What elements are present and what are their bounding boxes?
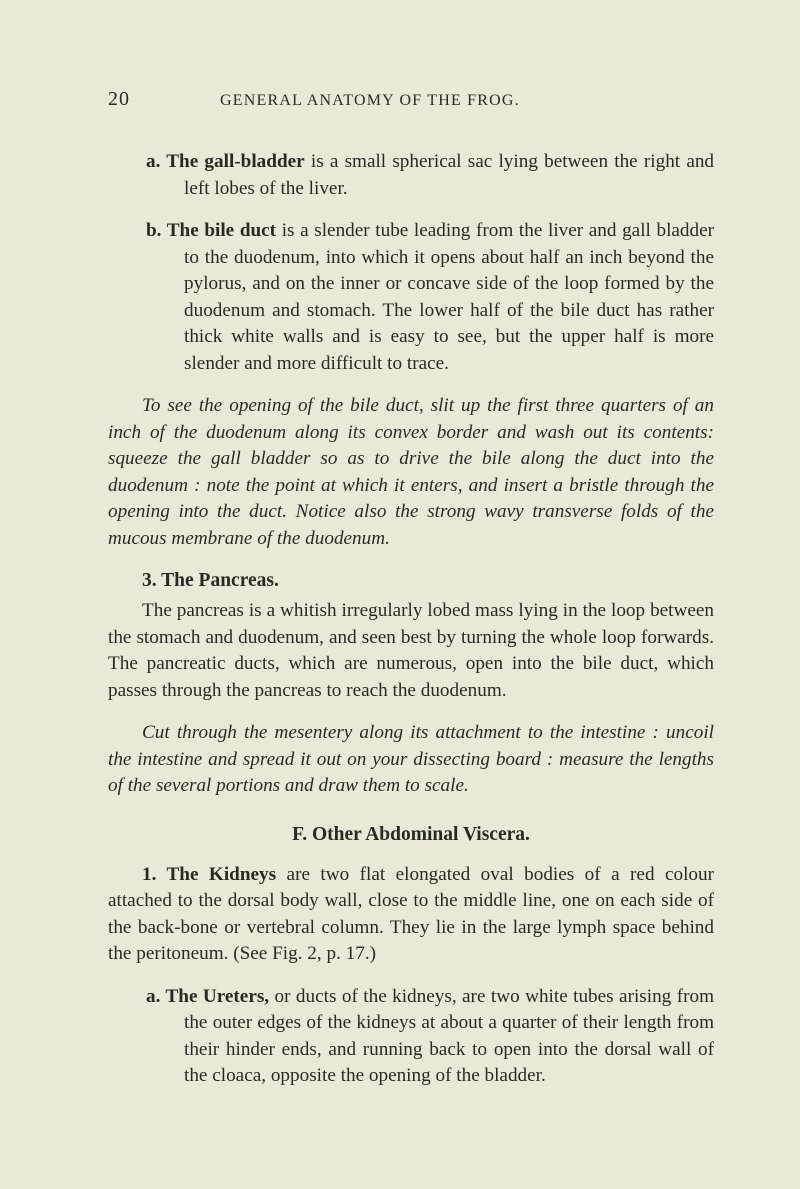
item-a-term: The gall-bladder bbox=[166, 151, 304, 172]
section-f-item1: 1. The Kidneys are two flat elongated ov… bbox=[108, 862, 714, 968]
italic-instructions-1: To see the opening of the bile duct, sli… bbox=[108, 393, 714, 552]
page-header: 20 GENERAL ANATOMY OF THE FROG. bbox=[108, 88, 714, 111]
section-f-head: F. Other Abdominal Viscera. bbox=[108, 824, 714, 846]
item-a-label: a. bbox=[146, 151, 166, 172]
page-number: 20 bbox=[108, 88, 130, 111]
page-container: 20 GENERAL ANATOMY OF THE FROG. a. The g… bbox=[0, 0, 800, 1189]
kidneys-lead: 1. The Kidneys bbox=[142, 864, 276, 885]
italic-instructions-2: Cut through the mesentery along its atta… bbox=[108, 720, 714, 800]
section-3-head: 3. The Pancreas. bbox=[108, 570, 714, 592]
section-f-item-a: a. The Ureters, or ducts of the kidneys,… bbox=[108, 984, 714, 1090]
running-title: GENERAL ANATOMY OF THE FROG. bbox=[220, 92, 520, 110]
ureters-term: The Ureters, bbox=[165, 986, 269, 1007]
item-b-term: The bile duct bbox=[167, 220, 276, 241]
item-b: b. The bile duct is a slender tube leadi… bbox=[108, 218, 714, 377]
ureters-label: a. bbox=[146, 986, 165, 1007]
section-3-body: The pancreas is a whitish irregularly lo… bbox=[108, 598, 714, 704]
item-b-label: b. bbox=[146, 220, 167, 241]
item-a: a. The gall-bladder is a small spherical… bbox=[108, 149, 714, 202]
item-b-text: is a slender tube leading from the liver… bbox=[184, 220, 714, 374]
